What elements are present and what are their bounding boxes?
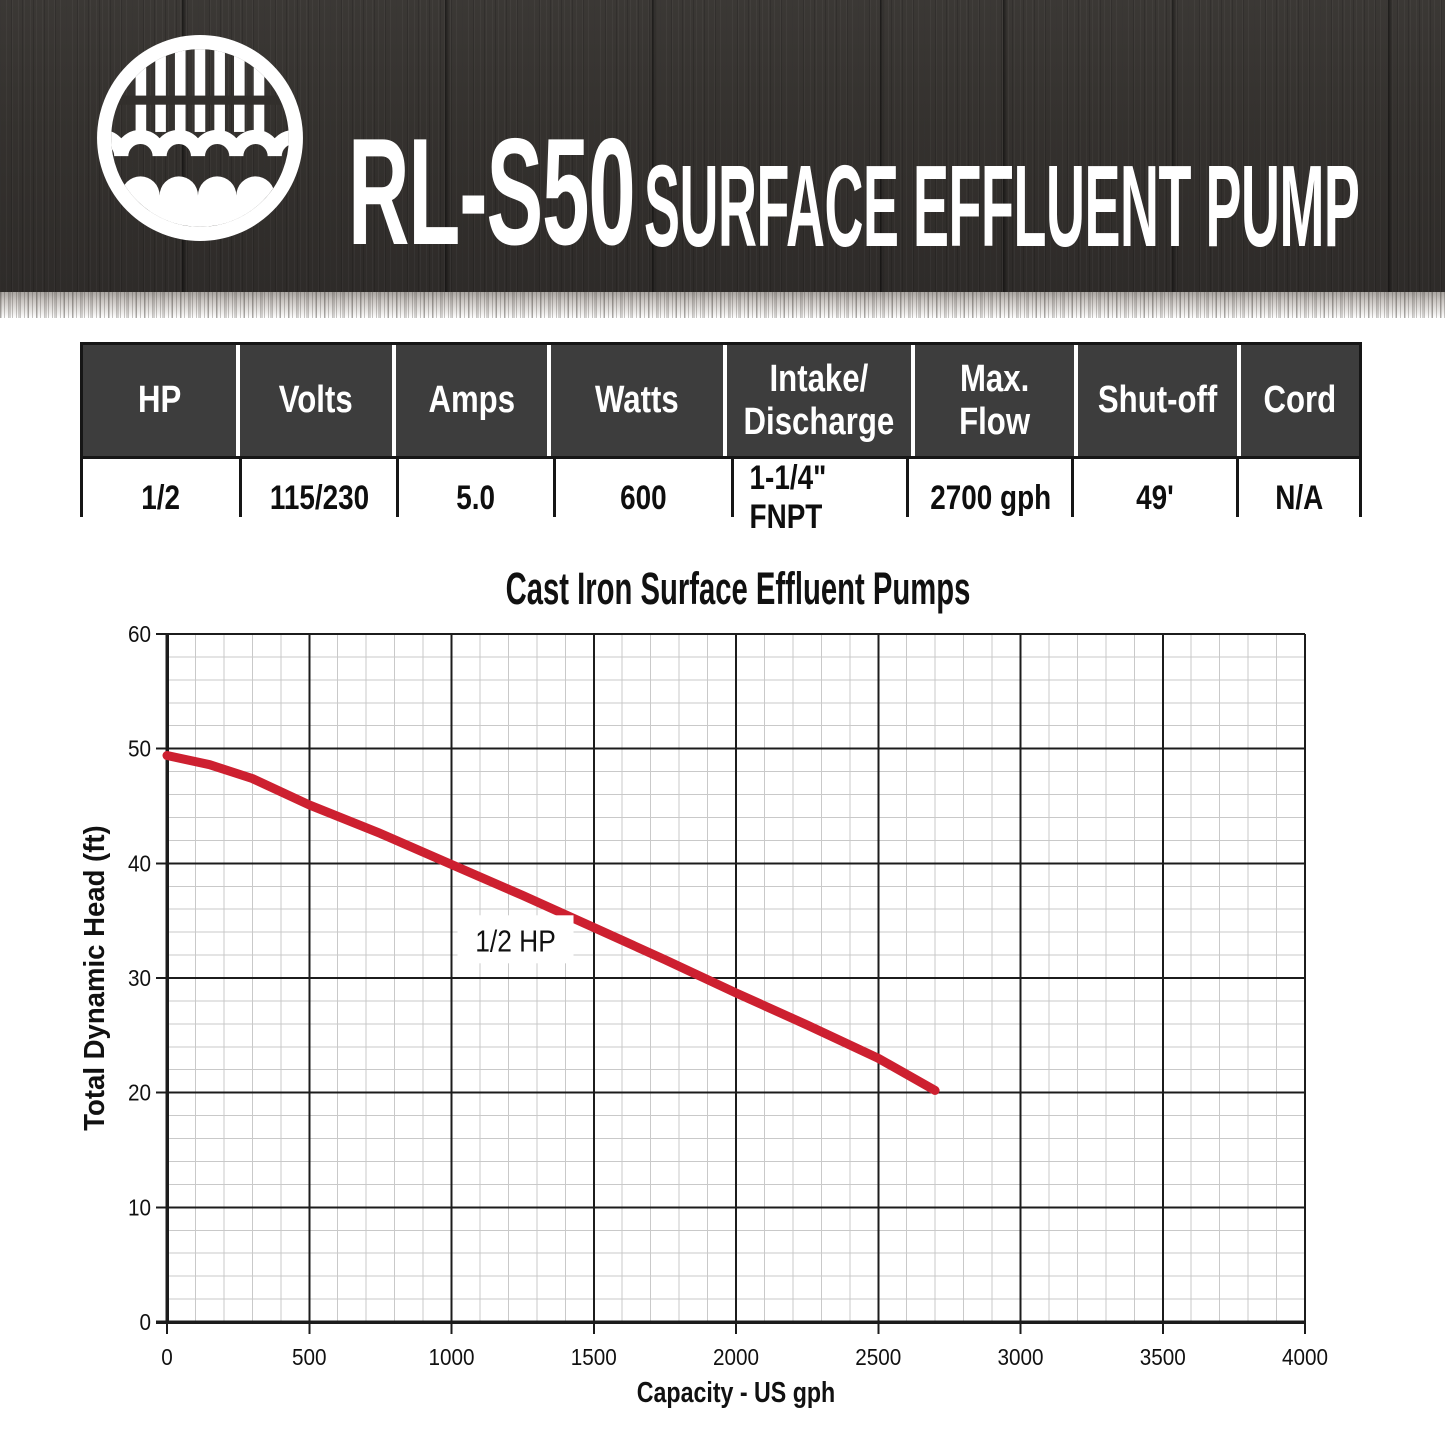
svg-text:40: 40 xyxy=(128,850,151,876)
spec-value-max-flow: 2700 gph xyxy=(909,459,1072,537)
svg-text:3500: 3500 xyxy=(1140,1344,1186,1370)
svg-text:1/2 HP: 1/2 HP xyxy=(475,924,556,958)
y-axis-title: Total Dynamic Head (ft) xyxy=(77,825,110,1130)
spec-header-amps: Amps xyxy=(395,345,548,456)
x-tick-label: 4000 xyxy=(1282,1344,1328,1370)
spec-value-hp: 1/2 xyxy=(83,459,240,537)
y-tick-label: 10 xyxy=(128,1194,151,1220)
y-tick-label: 50 xyxy=(128,736,151,762)
y-tick-label: 20 xyxy=(128,1080,151,1106)
svg-text:2000: 2000 xyxy=(713,1344,759,1370)
svg-text:0: 0 xyxy=(161,1344,173,1370)
svg-text:1500: 1500 xyxy=(571,1344,617,1370)
x-tick-label: 500 xyxy=(292,1344,327,1370)
wood-header-fade-edge xyxy=(0,292,1445,318)
logo-grate-icon xyxy=(113,49,287,132)
y-tick-label: 40 xyxy=(128,850,151,876)
pump-curve-line xyxy=(162,751,940,1095)
x-tick-label: 2500 xyxy=(855,1344,901,1370)
svg-text:500: 500 xyxy=(292,1344,327,1370)
spec-table-value-row: 1/2 115/230 5.0 600 1-1/4" FNPT 2700 gph… xyxy=(83,456,1359,537)
x-tick-label: 1000 xyxy=(428,1344,474,1370)
svg-text:4000: 4000 xyxy=(1282,1344,1328,1370)
axes xyxy=(156,633,1305,1324)
svg-text:10: 10 xyxy=(128,1194,151,1220)
svg-text:3000: 3000 xyxy=(997,1344,1043,1370)
svg-text:20: 20 xyxy=(128,1080,151,1106)
chart-title: Cast Iron Surface Effluent Pumps xyxy=(506,565,971,615)
logo-waves-icon xyxy=(111,130,289,227)
spec-header-intake-discharge: Intake/ Discharge xyxy=(727,345,911,456)
svg-text:Cast Iron Surface Effluent Pum: Cast Iron Surface Effluent Pumps xyxy=(506,565,971,615)
major-gridlines xyxy=(156,633,1306,1334)
spec-value-volts: 115/230 xyxy=(242,459,397,537)
spec-header-hp: HP xyxy=(83,345,237,456)
pump-curve-chart: 0 500 1000 1500 2000 2500 3000 3500 4000 0 10 20 30 4… xyxy=(77,565,1328,1409)
spec-value-amps: 5.0 xyxy=(399,459,554,537)
x-axis-title: Capacity - US gph xyxy=(637,1375,835,1408)
x-tick-label: 1500 xyxy=(571,1344,617,1370)
x-tick-label: 0 xyxy=(161,1344,173,1370)
svg-text:30: 30 xyxy=(128,965,151,991)
svg-text:2500: 2500 xyxy=(855,1344,901,1370)
svg-text:60: 60 xyxy=(128,621,151,647)
svg-text:0: 0 xyxy=(139,1309,151,1335)
logo-ring xyxy=(97,35,303,241)
x-tick-label: 2000 xyxy=(713,1344,759,1370)
x-tick-label: 3000 xyxy=(997,1344,1043,1370)
spec-header-shut-off: Shut-off xyxy=(1078,345,1238,456)
spec-header-max-flow: Max. Flow xyxy=(914,345,1075,456)
spec-header-volts: Volts xyxy=(240,345,392,456)
svg-text:Capacity - US gph: Capacity - US gph xyxy=(637,1375,835,1408)
brand-water-logo-icon xyxy=(97,35,303,241)
svg-text:1000: 1000 xyxy=(428,1344,474,1370)
svg-text:Total Dynamic Head (ft): Total Dynamic Head (ft) xyxy=(77,825,110,1130)
product-model-title: RL-S50 xyxy=(348,107,636,277)
y-tick-label: 60 xyxy=(128,621,151,647)
series-label: 1/2 HP xyxy=(475,924,556,958)
spec-value-intake-discharge: 1-1/4" FNPT xyxy=(733,459,907,537)
svg-text:50: 50 xyxy=(128,736,151,762)
spec-header-watts: Watts xyxy=(551,345,724,456)
x-tick-label: 3500 xyxy=(1140,1344,1186,1370)
series-label-background xyxy=(457,915,574,964)
spec-value-shut-off: 49' xyxy=(1074,459,1237,537)
y-tick-label: 0 xyxy=(139,1309,151,1335)
spec-table: HP Volts Amps Watts Intake/ Discharge Ma… xyxy=(80,342,1362,537)
spec-header-cord: Cord xyxy=(1241,345,1359,456)
spec-value-watts: 600 xyxy=(556,459,731,537)
spec-value-cord: N/A xyxy=(1239,459,1359,537)
product-subtitle: SURFACE EFFLUENT PUMP xyxy=(644,141,1360,271)
y-tick-label: 30 xyxy=(128,965,151,991)
spec-table-header-row: HP Volts Amps Watts Intake/ Discharge Ma… xyxy=(83,345,1359,456)
